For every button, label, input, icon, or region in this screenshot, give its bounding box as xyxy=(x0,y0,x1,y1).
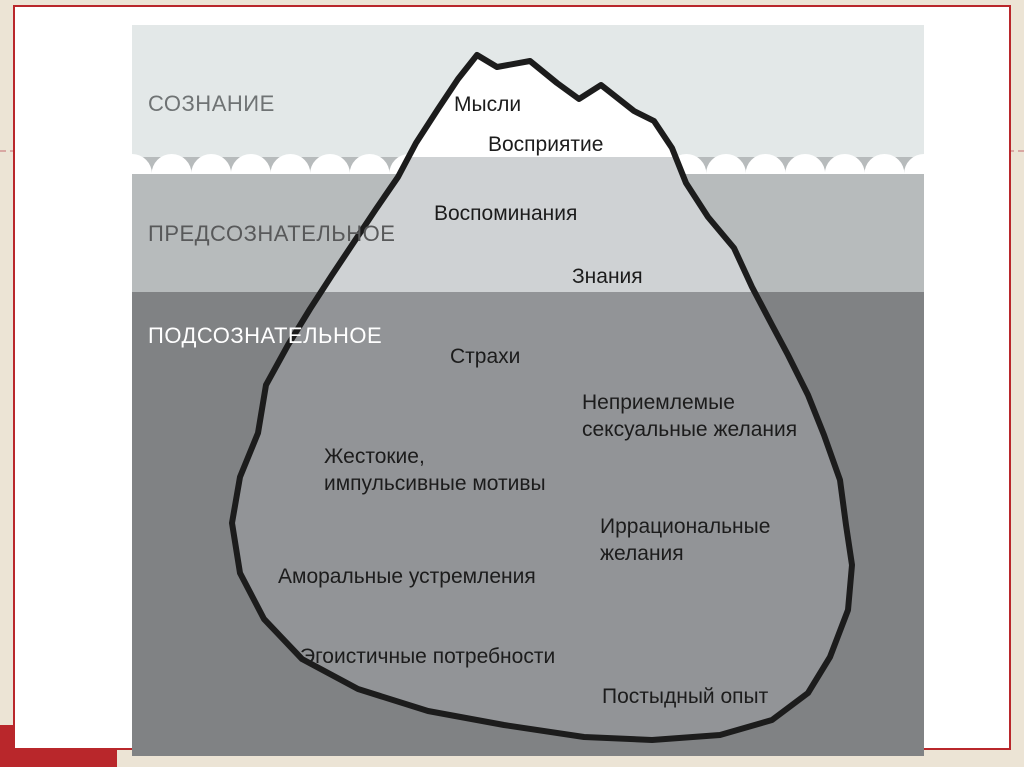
slide-frame: СОЗНАНИЕ ПРЕДСОЗНАТЕЛЬНОЕ ПОДСОЗНАТЕЛЬНО… xyxy=(13,5,1011,750)
section-label-preconscious: ПРЕДСОЗНАТЕЛЬНОЕ xyxy=(148,221,395,247)
item-irrational-line2: желания xyxy=(600,542,684,566)
item-thoughts: Мысли xyxy=(454,93,521,117)
item-fears: Страхи xyxy=(450,345,520,369)
section-label-unconscious: ПОДСОЗНАТЕЛЬНОЕ xyxy=(148,323,382,349)
section-label-conscious: СОЗНАНИЕ xyxy=(148,91,275,117)
item-amoral: Аморальные устремления xyxy=(278,565,536,589)
item-irrational-line1: Иррациональные xyxy=(600,515,770,539)
item-cruel-line1: Жестокие, xyxy=(324,445,425,469)
item-cruel-line2: импульсивные мотивы xyxy=(324,472,546,496)
item-knowledge: Знания xyxy=(572,265,643,289)
item-sexual-line2: сексуальные желания xyxy=(582,418,797,442)
iceberg-diagram: СОЗНАНИЕ ПРЕДСОЗНАТЕЛЬНОЕ ПОДСОЗНАТЕЛЬНО… xyxy=(132,25,924,756)
item-memories: Воспоминания xyxy=(434,202,577,226)
item-shameful: Постыдный опыт xyxy=(602,685,768,709)
item-sexual-line1: Неприемлемые xyxy=(582,391,735,415)
item-egoistic: Эгоистичные потребности xyxy=(300,645,555,669)
item-perception: Восприятие xyxy=(488,133,603,157)
